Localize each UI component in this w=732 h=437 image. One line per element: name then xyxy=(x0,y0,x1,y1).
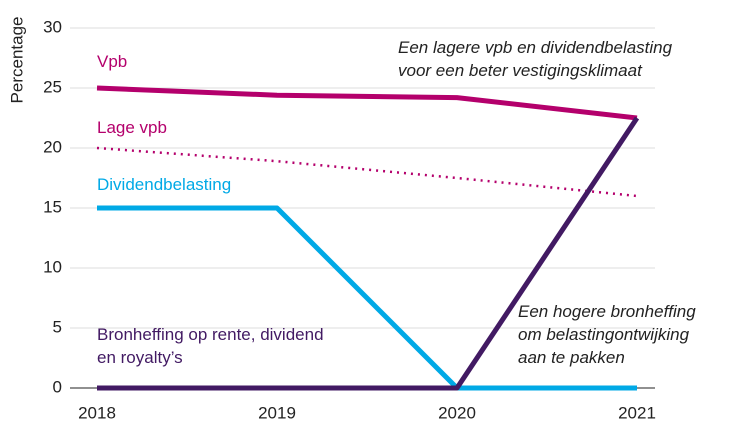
series-label: Lage vpb xyxy=(97,118,167,137)
y-tick-label: 5 xyxy=(53,317,62,336)
annotation: Een lagere vpb en dividendbelasting xyxy=(398,38,673,57)
x-tick-label: 2019 xyxy=(258,403,296,422)
line-series xyxy=(96,85,638,121)
y-tick-label: 0 xyxy=(53,377,62,396)
y-tick-label: 20 xyxy=(43,137,62,156)
series-label: Dividendbelasting xyxy=(97,175,232,194)
line-series xyxy=(97,116,640,391)
y-tick-label: 30 xyxy=(43,17,62,36)
y-tick-label: 15 xyxy=(43,197,62,216)
x-tick-label: 2021 xyxy=(618,403,656,422)
annotation: om belastingontwijking xyxy=(518,325,690,344)
series-label: Bronheffing op rente, dividend en royalt… xyxy=(97,325,324,367)
annotation: voor een beter vestigingsklimaat xyxy=(398,61,642,80)
y-axis-title: Percentage xyxy=(7,17,26,104)
series-label: Vpb xyxy=(97,52,128,71)
line-series xyxy=(97,205,637,391)
y-tick-label: 25 xyxy=(43,77,62,96)
annotation: aan te pakken xyxy=(518,348,625,367)
x-tick-label: 2020 xyxy=(438,403,476,422)
annotation: Een hogere bronheffing xyxy=(518,302,696,321)
y-tick-label: 10 xyxy=(43,257,62,276)
x-tick-label: 2018 xyxy=(78,403,116,422)
